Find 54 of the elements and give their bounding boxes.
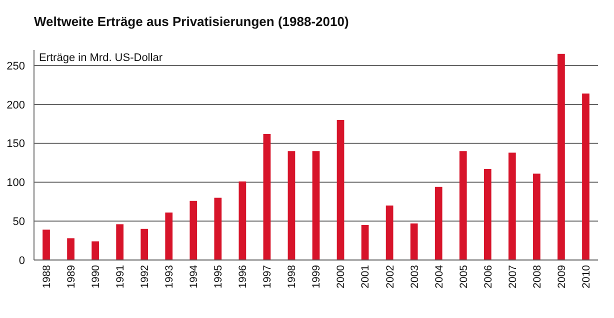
x-tick-label: 1990 xyxy=(90,264,102,288)
bar xyxy=(434,186,442,260)
x-tick-label: 1996 xyxy=(237,264,250,288)
y-tick-label: 100 xyxy=(6,177,25,190)
y-tick-label: 250 xyxy=(6,60,25,72)
bar xyxy=(459,151,467,260)
bar xyxy=(533,174,540,260)
bar xyxy=(42,230,50,260)
bar xyxy=(508,152,516,260)
y-tick-label: 0 xyxy=(18,254,25,267)
bar xyxy=(214,198,222,260)
x-tick-label: 2003 xyxy=(408,264,421,288)
x-tick-label: 2005 xyxy=(458,264,470,288)
x-tick-label: 1999 xyxy=(310,264,323,288)
bar xyxy=(312,151,320,260)
x-tick-label: 1988 xyxy=(40,264,53,288)
bar xyxy=(67,238,74,260)
y-axis-title: Erträge in Mrd. US-Dollar xyxy=(39,52,163,64)
x-tick-label: 2006 xyxy=(482,264,494,288)
x-tick-label: 1992 xyxy=(139,264,152,288)
x-tick-label: 1989 xyxy=(65,264,78,288)
bar xyxy=(116,224,124,260)
bar xyxy=(238,181,246,260)
chart-title: Weltweite Erträge aus Privatisierungen (1988-2010) xyxy=(34,14,349,29)
bar xyxy=(92,241,99,260)
x-tick-label: 2000 xyxy=(335,264,348,288)
bar xyxy=(336,120,344,260)
x-tick-label: 1994 xyxy=(188,264,200,288)
x-tick-label: 2009 xyxy=(556,264,568,288)
x-tick-label: 1998 xyxy=(286,264,298,288)
bar xyxy=(558,54,565,260)
x-tick-label: 2008 xyxy=(531,264,544,288)
x-tick-label: 2002 xyxy=(384,264,396,288)
x-tick-label: 2010 xyxy=(580,264,592,288)
y-tick-label: 50 xyxy=(12,216,25,228)
x-tick-label: 1995 xyxy=(212,264,225,288)
bar xyxy=(361,225,369,260)
x-tick-label: 2007 xyxy=(506,264,519,288)
bar xyxy=(484,169,492,260)
bar xyxy=(386,206,394,260)
bar xyxy=(140,228,148,260)
bar xyxy=(288,151,296,260)
x-tick-label: 1997 xyxy=(262,264,274,288)
bar xyxy=(165,212,173,260)
y-tick-label: 200 xyxy=(6,99,25,112)
x-tick-label: 1993 xyxy=(164,264,176,288)
bar xyxy=(190,200,198,260)
x-tick-label: 2004 xyxy=(433,264,446,288)
bar xyxy=(263,134,271,260)
x-tick-label: 1991 xyxy=(114,264,126,288)
bar xyxy=(410,223,418,260)
bar xyxy=(582,94,590,260)
x-tick-label: 2001 xyxy=(360,264,372,288)
y-tick-label: 150 xyxy=(6,138,25,150)
